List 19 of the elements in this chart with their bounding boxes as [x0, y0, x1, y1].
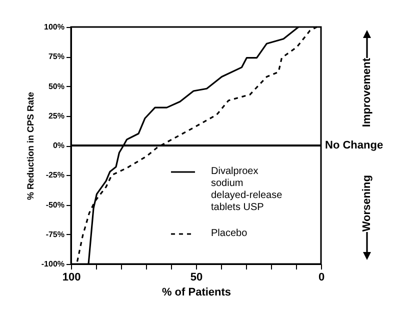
y-tick-label: -75%: [46, 230, 64, 239]
y-axis-title: % Reduction in CPS Rate: [25, 92, 36, 200]
y-tick-label: 75%: [48, 52, 64, 62]
x-axis-title: % of Patients: [162, 286, 232, 298]
y-tick-label: 25%: [48, 111, 64, 120]
text: Worsening: [361, 175, 373, 232]
x-tick-label: 50: [190, 272, 203, 284]
y-tick-label: -50%: [46, 200, 64, 210]
x-tick-label: 100: [62, 272, 81, 284]
text: Improvement: [361, 58, 373, 128]
y-tick-label: 100%: [44, 22, 64, 32]
legend-label: Divalproex sodium delayed-release tablets USP: [211, 166, 283, 213]
y-tick-label: 0%: [52, 141, 64, 150]
y-tick-label: -100%: [41, 260, 64, 268]
x-tick-label: 0: [318, 272, 325, 284]
ref-line-label: No Change: [325, 140, 384, 152]
y-tick-label: 50%: [48, 82, 64, 91]
legend-label: Placebo: [211, 228, 248, 239]
y-tick-label: -25%: [46, 170, 64, 180]
